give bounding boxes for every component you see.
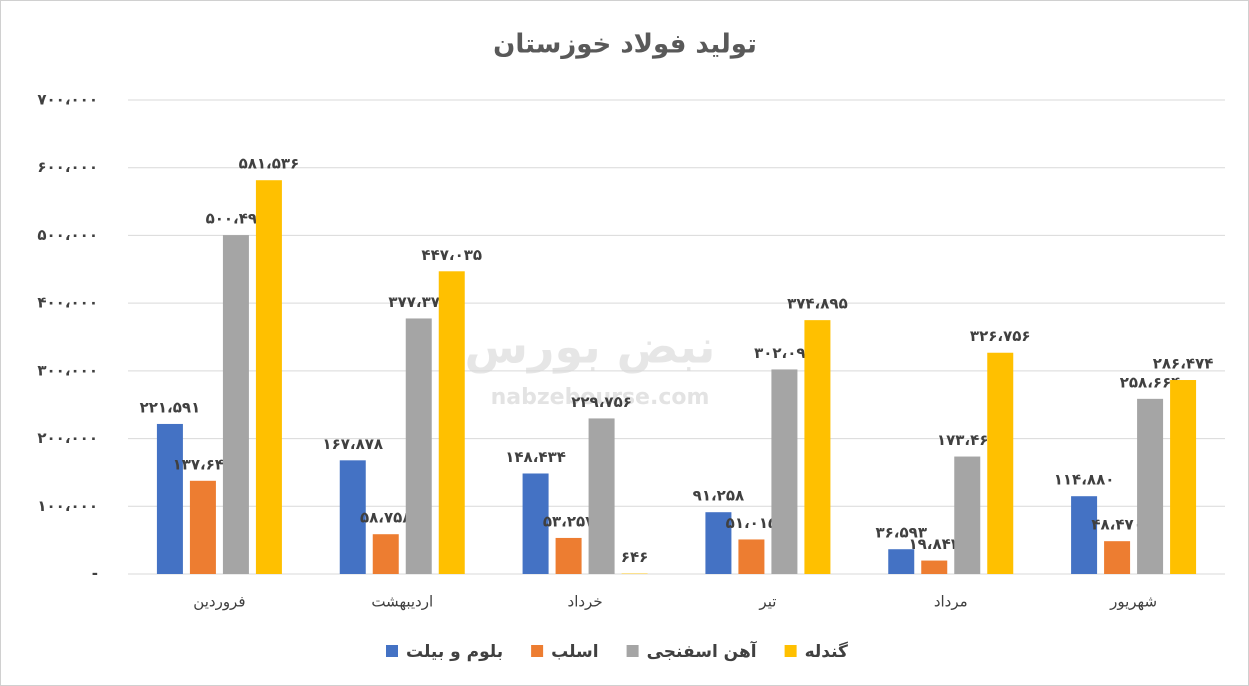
bar (1071, 496, 1098, 574)
data-label: ۵۳،۲۵۷ (543, 512, 594, 530)
bar (588, 418, 615, 574)
data-label: ۴۴۷،۰۳۵ (421, 246, 482, 264)
bar (222, 235, 249, 574)
data-label: ۲۸۶،۴۷۴ (1153, 355, 1214, 373)
data-label: ۲۲۹،۷۵۶ (571, 393, 632, 411)
bar (1137, 398, 1164, 574)
x-tick-label: تیر (758, 593, 776, 611)
y-tick-label: - (92, 565, 98, 583)
data-label: ۱۶۷،۸۷۸ (322, 435, 383, 453)
legend-label: بلوم و بیلت (406, 642, 503, 662)
bar (888, 549, 915, 574)
data-label: ۳۷۴،۸۹۵ (787, 295, 848, 313)
bar (255, 180, 282, 575)
x-tick-label: اردیبهشت (371, 593, 433, 611)
legend-label: گندله (805, 641, 848, 662)
y-tick-label: ۴۰۰،۰۰۰ (37, 294, 98, 312)
bar (522, 473, 549, 574)
data-label: ۴۸،۴۷۰ (1091, 516, 1142, 534)
bar (705, 512, 732, 574)
y-tick-label: ۲۰۰،۰۰۰ (37, 429, 98, 447)
bar (738, 539, 765, 574)
bar (804, 320, 831, 574)
y-tick-label: ۵۰۰،۰۰۰ (37, 226, 98, 244)
bar (555, 537, 582, 574)
data-label: ۵۰۰،۴۹۷ (206, 210, 267, 228)
bar (372, 534, 399, 574)
bar (1170, 380, 1197, 574)
y-tick-label: ۷۰۰،۰۰۰ (37, 91, 98, 109)
x-tick-label: خرداد (568, 593, 603, 611)
legend-swatch (386, 645, 398, 657)
legend-swatch (626, 645, 639, 657)
chart-title: تولید فولاد خوزستان (493, 30, 757, 60)
data-label: ۳۲۶،۷۵۶ (970, 327, 1031, 345)
data-label: ۲۲۱،۵۹۱ (140, 398, 201, 416)
data-label: ۳۰۲،۰۹۲ (754, 344, 815, 362)
data-label: ۱۷۳،۴۶۹ (937, 431, 998, 449)
data-label: ۵۸۱،۵۳۶ (239, 155, 300, 173)
bar (156, 423, 183, 574)
data-label: ۹۱،۲۵۸ (693, 487, 744, 505)
bar (1104, 541, 1131, 574)
legend-swatch (784, 645, 797, 657)
bar (189, 480, 216, 574)
watermark: نبض بورس (465, 320, 716, 374)
bar (771, 369, 798, 574)
bar (405, 318, 432, 574)
legend-swatch (531, 645, 544, 657)
bar (438, 271, 465, 574)
legend-label: اسلب (551, 642, 598, 662)
watermark-url: nabzebourse.com (491, 385, 710, 410)
x-tick-label: شهریور (1109, 593, 1157, 611)
data-label: ۵۸،۷۵۸ (360, 509, 411, 527)
y-tick-label: ۱۰۰،۰۰۰ (37, 497, 98, 515)
data-label: ۵۱،۰۱۵ (726, 514, 777, 532)
x-tick-label: مرداد (934, 593, 968, 611)
data-label: ۱۳۷،۶۴۱ (173, 455, 234, 473)
data-label: ۳۶،۵۹۳ (876, 524, 927, 542)
y-tick-label: ۳۰۰،۰۰۰ (37, 361, 98, 379)
y-tick-label: ۶۰۰،۰۰۰ (37, 158, 98, 176)
data-label: ۶۴۶ (621, 548, 648, 566)
bar (921, 560, 948, 574)
data-label: ۱۴۸،۴۳۴ (505, 448, 566, 466)
bar (987, 352, 1014, 574)
bar (339, 460, 366, 574)
data-label: ۳۷۷،۳۷۹ (388, 293, 449, 311)
legend-label: آهن اسفنجی (647, 640, 758, 662)
x-tick-label: فروردین (193, 593, 245, 611)
data-label: ۱۱۴،۸۸۰ (1054, 471, 1115, 489)
data-label: ۲۵۸،۶۶۴ (1120, 373, 1181, 391)
bar (954, 456, 981, 574)
data-label: ۱۹،۸۴۳ (909, 535, 960, 553)
